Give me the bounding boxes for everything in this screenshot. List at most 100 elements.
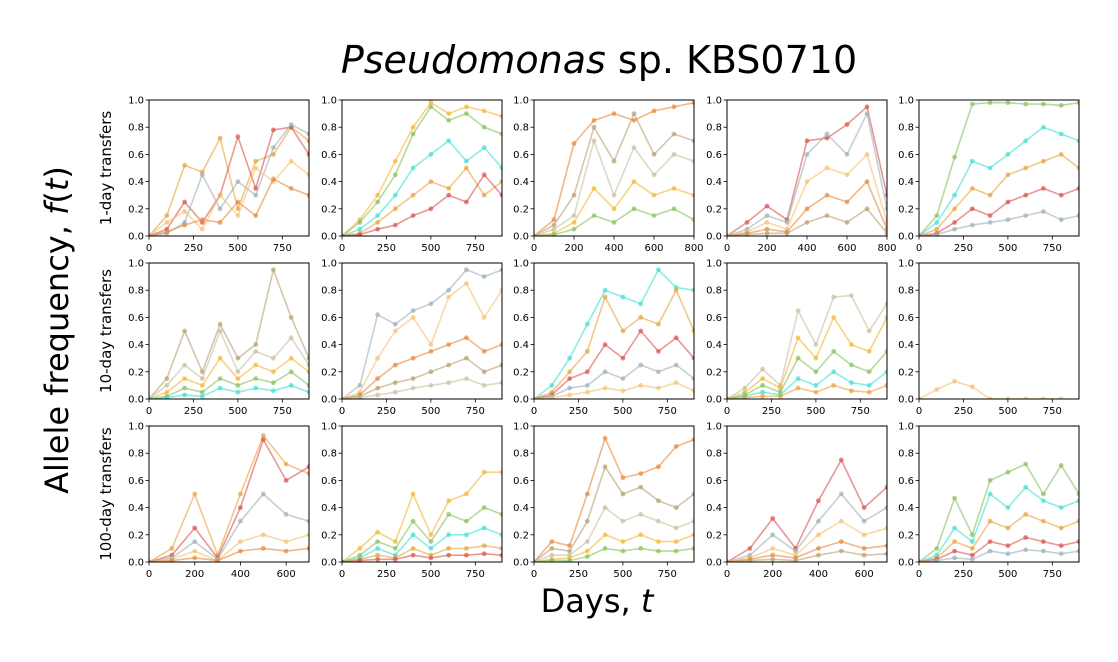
panel-plot-area (919, 100, 1079, 236)
series-point (1023, 512, 1029, 517)
series-point (571, 220, 577, 225)
series-line (534, 101, 694, 236)
series-point (551, 222, 557, 228)
series-point (253, 362, 259, 368)
series-point (392, 158, 398, 164)
series-point (481, 108, 487, 114)
series-point (866, 369, 872, 375)
panel-plot-area (919, 461, 1079, 562)
y-axis-label-arg: t (38, 177, 76, 191)
series-point (770, 532, 776, 538)
series-point (235, 199, 241, 205)
series-point (164, 383, 170, 388)
series-point (428, 383, 434, 388)
series-point (271, 369, 276, 375)
series-point (727, 559, 730, 562)
series-line (534, 437, 694, 562)
series-point (551, 217, 557, 223)
y-tick-label: 1.0 (321, 96, 337, 107)
series-point (182, 385, 188, 391)
series-line (727, 112, 887, 236)
series-point (169, 546, 175, 551)
series-point (464, 532, 469, 538)
series-point (1023, 484, 1029, 490)
series-point (727, 233, 730, 236)
series-point (549, 539, 555, 544)
series-line (534, 547, 694, 562)
y-tick-label: 0.8 (898, 449, 914, 460)
series-line (919, 463, 1079, 562)
series-point (584, 491, 590, 497)
series-line (342, 268, 502, 399)
y-tick-label: 0.8 (898, 286, 914, 297)
series-point (283, 539, 289, 544)
series-point (804, 179, 810, 185)
series-point (357, 220, 363, 225)
series-point (584, 349, 590, 354)
y-tick-label: 0.0 (513, 558, 529, 569)
series-point (631, 111, 637, 116)
x-tick-label: 750 (1043, 406, 1062, 417)
series-point (1058, 217, 1064, 223)
series-point (969, 222, 975, 228)
y-tick-label: 0.8 (706, 123, 722, 134)
series-point (969, 206, 975, 212)
series-point (1005, 551, 1011, 557)
series-point (235, 369, 241, 375)
series-point (656, 464, 661, 470)
series-line (727, 520, 887, 562)
series-point (838, 491, 844, 497)
series-line (919, 513, 1079, 562)
x-tick-label: 0 (724, 569, 730, 580)
series-point (271, 145, 276, 151)
series-point (375, 552, 380, 558)
y-tick-label: 0.0 (128, 558, 144, 569)
y-tick-label: 1.0 (898, 259, 914, 270)
series-point (446, 498, 452, 504)
series-point (638, 512, 644, 517)
series-line (534, 506, 694, 562)
series-point (969, 532, 975, 538)
series-point (602, 532, 608, 538)
series-point (884, 349, 887, 354)
series-point (410, 124, 416, 130)
series-point (934, 546, 940, 551)
panel-r0-c2: 0.0 0.2 0.4 0.6 0.8 1.0 0 200 400 600 800 (513, 96, 703, 255)
series-point (969, 186, 975, 191)
series-point (813, 355, 819, 361)
series-point (217, 385, 223, 391)
series-point (987, 518, 993, 524)
series-point (446, 532, 452, 538)
series-point (764, 230, 770, 236)
series-point (1058, 463, 1064, 468)
x-tick-label: 600 (855, 569, 874, 580)
series-point (884, 230, 887, 236)
series-point (481, 383, 487, 388)
panel-plot-area (727, 293, 887, 399)
y-tick-label: 1.0 (321, 259, 337, 270)
panel-frame (918, 425, 1080, 563)
series-point (392, 362, 398, 368)
panel-plot-area (342, 469, 502, 562)
series-point (260, 546, 266, 551)
series-point (253, 349, 259, 354)
series-point (357, 232, 363, 236)
series-point (288, 369, 294, 375)
series-point (1005, 199, 1011, 205)
series-point (691, 546, 694, 551)
series-point (831, 294, 837, 300)
series-point (446, 111, 452, 116)
series-point (884, 383, 887, 388)
panel-r2-c1: 0.0 0.2 0.4 0.6 0.8 1.0 0 250 500 750 (321, 422, 503, 580)
series-point (764, 220, 770, 225)
series-point (446, 192, 452, 198)
series-point (671, 131, 677, 137)
series-point (584, 321, 590, 327)
series-point (861, 546, 867, 551)
series-point (283, 548, 289, 554)
series-point (260, 532, 266, 538)
series-point (1023, 213, 1029, 219)
series-point (217, 355, 223, 361)
series-point (288, 383, 294, 388)
